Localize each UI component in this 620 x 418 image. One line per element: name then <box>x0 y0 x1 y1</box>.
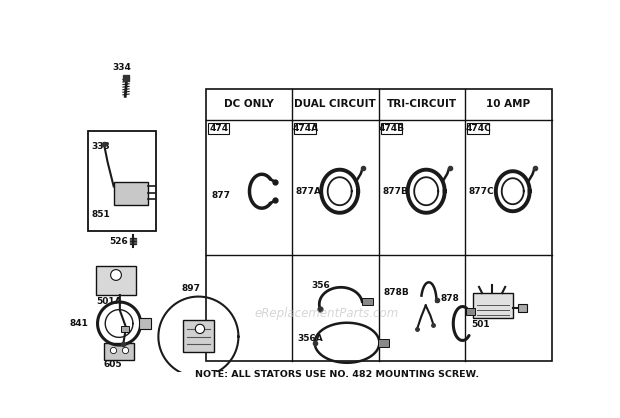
Bar <box>183 320 214 352</box>
Bar <box>381 123 402 134</box>
Text: 878: 878 <box>441 294 460 303</box>
Text: 474A: 474A <box>292 124 318 133</box>
Text: NOTE: ALL STATORS USE NO. 482 MOUNTING SCREW.: NOTE: ALL STATORS USE NO. 482 MOUNTING S… <box>195 370 479 379</box>
Text: DUAL CIRCUIT: DUAL CIRCUIT <box>294 99 376 110</box>
Bar <box>139 318 151 329</box>
Text: DC ONLY: DC ONLY <box>224 99 273 110</box>
Bar <box>206 89 552 361</box>
Text: 877B: 877B <box>383 187 409 196</box>
Bar <box>88 131 156 231</box>
Bar <box>467 123 489 134</box>
Text: 474: 474 <box>209 124 228 133</box>
Text: 897: 897 <box>181 284 200 293</box>
Text: 356A: 356A <box>297 334 322 344</box>
Bar <box>113 182 148 205</box>
Text: 356: 356 <box>312 281 330 290</box>
Text: 877A: 877A <box>296 187 322 196</box>
Text: 474B: 474B <box>379 124 405 133</box>
Text: 501: 501 <box>471 320 490 329</box>
Bar <box>104 343 135 360</box>
Text: TRI-CIRCUIT: TRI-CIRCUIT <box>387 99 457 110</box>
Bar <box>378 339 389 347</box>
Text: 877C: 877C <box>469 187 495 196</box>
Text: 474C: 474C <box>466 124 491 133</box>
Bar <box>96 266 136 295</box>
Text: 501A: 501A <box>96 297 122 306</box>
Circle shape <box>110 270 122 280</box>
Text: 526: 526 <box>110 237 128 246</box>
Bar <box>473 293 513 318</box>
Bar <box>362 298 373 306</box>
Bar <box>294 123 316 134</box>
Bar <box>466 308 475 316</box>
Text: 841: 841 <box>69 319 88 328</box>
Circle shape <box>195 324 205 334</box>
Text: 333: 333 <box>91 142 110 151</box>
Text: 334: 334 <box>112 63 131 71</box>
Text: 851: 851 <box>91 210 110 219</box>
Text: 877: 877 <box>211 191 231 199</box>
Text: 878B: 878B <box>383 288 409 297</box>
Bar <box>518 304 527 311</box>
Text: eReplacementParts.com: eReplacementParts.com <box>255 306 399 319</box>
Text: 10 AMP: 10 AMP <box>486 99 531 110</box>
Text: 605: 605 <box>104 360 122 369</box>
Bar <box>208 123 229 134</box>
Bar <box>122 326 129 332</box>
